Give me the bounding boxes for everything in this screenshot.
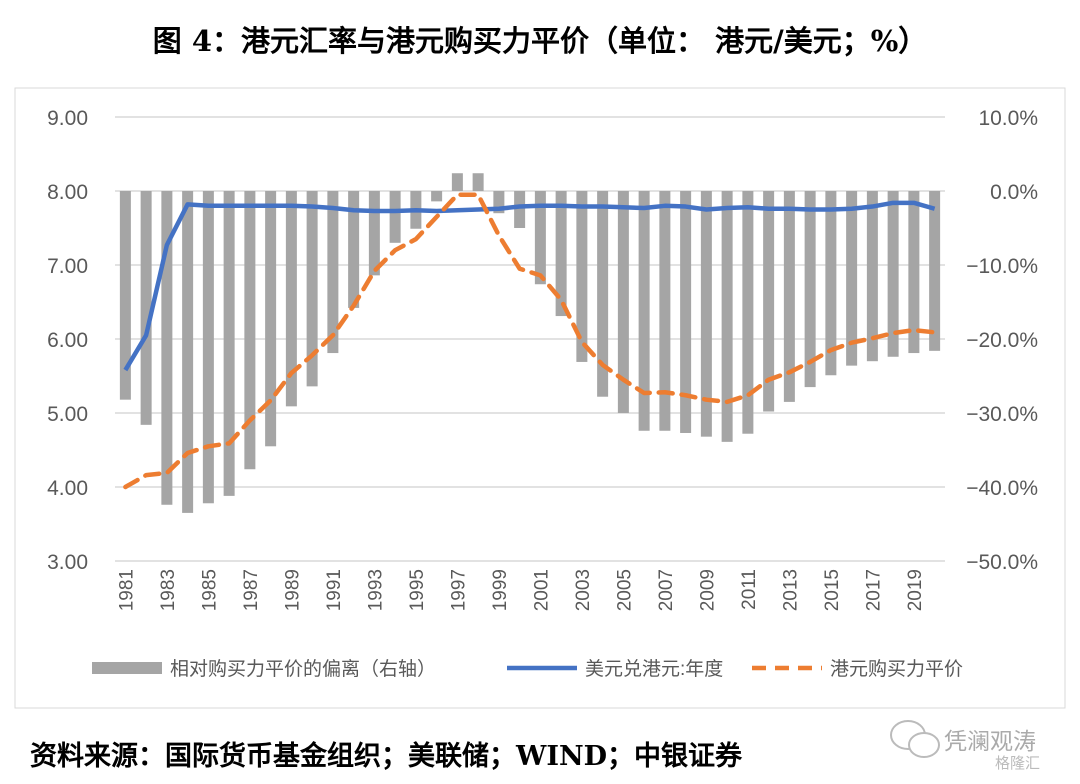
exchange-rate-line bbox=[123, 200, 936, 372]
x-tick-label: 2009 bbox=[697, 569, 718, 611]
x-tick-label: 2001 bbox=[531, 569, 552, 611]
left-tick-label: 9.00 bbox=[47, 107, 88, 130]
bar bbox=[700, 191, 712, 437]
bar bbox=[161, 191, 173, 505]
bar bbox=[244, 191, 256, 470]
chart-border bbox=[14, 87, 1066, 709]
bar bbox=[285, 191, 297, 407]
bar bbox=[514, 191, 526, 228]
bar bbox=[846, 191, 858, 366]
watermark-secondary: 格隆汇 bbox=[995, 754, 1041, 772]
right-tick-label: −20.0% bbox=[966, 329, 1038, 352]
figure-title: 图 4：港元汇率与港元购买力平价（单位： 港元/美元；%） bbox=[152, 24, 928, 58]
x-tick-label: 2007 bbox=[656, 569, 677, 611]
source-note: 资料来源：国际货币基金组织；美联储；WIND；中银证券 bbox=[30, 741, 743, 772]
legend-swatch-bar bbox=[92, 662, 162, 674]
legend-label: 港元购买力平价 bbox=[830, 658, 963, 680]
bar bbox=[472, 173, 484, 191]
bar bbox=[182, 191, 194, 513]
watermark-primary: 凭澜观涛 bbox=[944, 729, 1036, 755]
legend-label: 美元兑港元:年度 bbox=[585, 658, 723, 680]
bar bbox=[576, 191, 588, 362]
left-tick-label: 5.00 bbox=[47, 403, 88, 426]
x-tick-label: 2011 bbox=[739, 569, 760, 610]
bar bbox=[783, 191, 795, 402]
right-tick-label: −30.0% bbox=[966, 403, 1038, 426]
bar bbox=[804, 191, 816, 388]
x-tick-label: 1989 bbox=[282, 569, 303, 611]
x-tick-label: 1997 bbox=[448, 569, 469, 611]
legend-label: 相对购买力平价的偏离（右轴） bbox=[170, 658, 436, 680]
x-tick-label: 2017 bbox=[863, 569, 884, 611]
bar bbox=[348, 191, 360, 308]
x-tick-label: 1985 bbox=[199, 569, 220, 611]
bar bbox=[617, 191, 629, 413]
left-tick-label: 7.00 bbox=[47, 255, 88, 278]
right-tick-label: −50.0% bbox=[966, 551, 1038, 574]
right-tick-label: −10.0% bbox=[966, 255, 1038, 278]
right-tick-label: 10.0% bbox=[978, 107, 1038, 130]
right-tick-label: −40.0% bbox=[966, 477, 1038, 500]
bar bbox=[431, 191, 443, 202]
bar bbox=[659, 191, 671, 431]
left-tick-label: 6.00 bbox=[47, 329, 88, 352]
bar bbox=[908, 191, 920, 354]
bar bbox=[368, 191, 380, 276]
x-tick-label: 1981 bbox=[116, 569, 137, 611]
bar bbox=[119, 191, 131, 400]
bar bbox=[763, 191, 775, 412]
bar bbox=[265, 191, 277, 447]
bar bbox=[680, 191, 692, 433]
bar bbox=[638, 191, 650, 431]
bar bbox=[223, 191, 235, 496]
right-tick-label: 0.0% bbox=[990, 181, 1038, 204]
left-tick-label: 4.00 bbox=[47, 477, 88, 500]
bar bbox=[202, 191, 214, 504]
bar bbox=[825, 191, 837, 376]
left-tick-label: 3.00 bbox=[47, 551, 88, 574]
x-tick-label: 1983 bbox=[158, 569, 179, 611]
wechat-icon bbox=[890, 720, 940, 758]
x-tick-label: 1987 bbox=[241, 569, 262, 611]
bar bbox=[451, 173, 463, 191]
bar bbox=[555, 191, 567, 317]
bar bbox=[721, 191, 733, 442]
x-tick-label: 2005 bbox=[614, 569, 635, 611]
x-tick-label: 1993 bbox=[365, 569, 386, 611]
bar bbox=[493, 191, 505, 214]
x-tick-label: 2015 bbox=[822, 569, 843, 611]
bar bbox=[742, 191, 754, 434]
x-tick-label: 2019 bbox=[905, 569, 926, 611]
x-tick-label: 1991 bbox=[324, 569, 345, 611]
bar bbox=[866, 191, 878, 362]
bar bbox=[887, 191, 899, 357]
left-tick-label: 8.00 bbox=[47, 181, 88, 204]
x-tick-label: 1999 bbox=[490, 569, 511, 611]
bar bbox=[389, 191, 401, 243]
x-tick-label: 2013 bbox=[780, 569, 801, 611]
bar bbox=[929, 191, 941, 351]
bar bbox=[597, 191, 609, 397]
bar bbox=[327, 191, 339, 354]
ppp-line bbox=[123, 192, 937, 490]
bar bbox=[534, 191, 546, 285]
bar bbox=[140, 191, 152, 425]
x-tick-label: 1995 bbox=[407, 569, 428, 611]
bar bbox=[306, 191, 318, 387]
x-tick-label: 2003 bbox=[573, 569, 594, 611]
